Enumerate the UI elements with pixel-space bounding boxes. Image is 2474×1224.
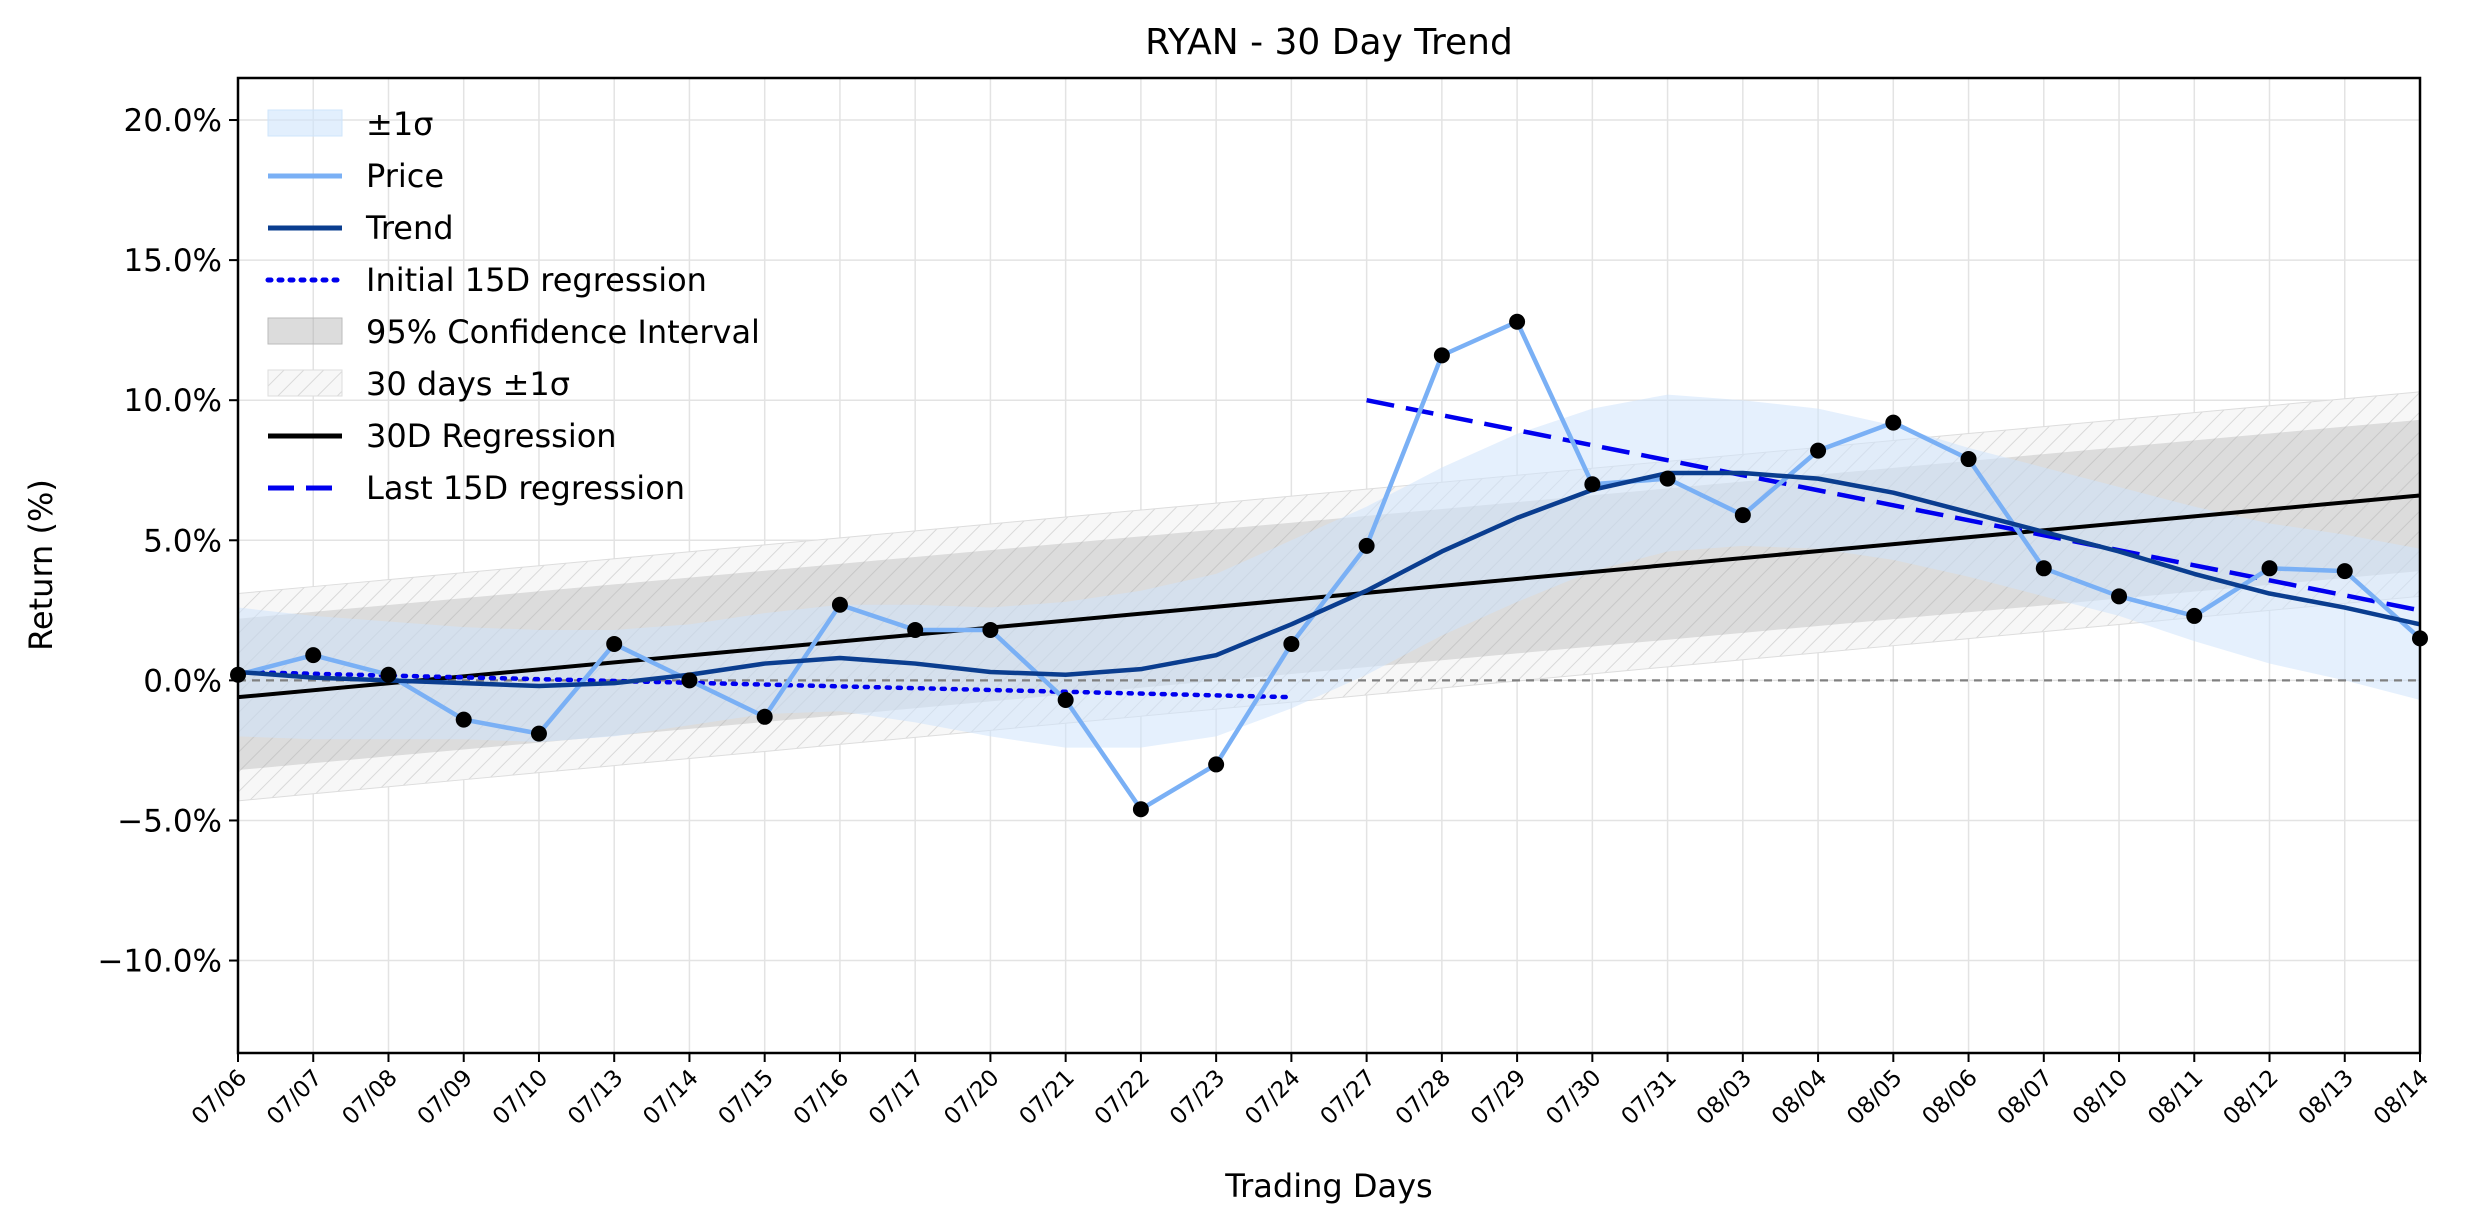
x-tick-label: 07/14 [638, 1065, 703, 1130]
trend-line [238, 470, 2420, 689]
x-tick-label: 07/31 [1617, 1065, 1682, 1130]
x-axis-label: Trading Days [1224, 1167, 1432, 1205]
price-point [2111, 588, 2128, 605]
legend-label: Price [366, 157, 444, 195]
y-axis-label: Return (%) [22, 479, 60, 651]
legend-label: ±1σ [366, 105, 433, 143]
x-tick-label: 07/07 [262, 1065, 327, 1130]
price-point [1960, 451, 1977, 468]
legend-swatch-30d-sigma [267, 369, 343, 397]
x-tick-label: 07/13 [563, 1065, 628, 1130]
price-point [1132, 801, 1149, 818]
plot-frame [236, 76, 2422, 1055]
x-tick-label: 08/03 [1692, 1065, 1757, 1130]
y-tick-label: 10.0% [124, 383, 222, 419]
price-point [1659, 470, 1676, 487]
price-point [1734, 507, 1751, 524]
price-point [606, 635, 623, 652]
legend: ±1σ Price Trend Initial 15D regression 95% C… [265, 105, 760, 507]
x-tick-label: 07/24 [1240, 1065, 1305, 1130]
price-point [1885, 414, 1902, 431]
price-point [305, 647, 322, 664]
price-point [982, 621, 999, 638]
price-point [2261, 560, 2278, 577]
legend-label: 30D Regression [366, 417, 617, 455]
band-sigma [238, 394, 2420, 748]
price-point [2186, 607, 2203, 624]
price-point [756, 708, 773, 725]
x-tick-label: 07/23 [1165, 1065, 1230, 1130]
initial-15d-regression-line [238, 669, 1294, 700]
legend-label: 30 days ±1σ [366, 365, 570, 403]
x-tick-label: 07/10 [488, 1065, 553, 1130]
x-tick-label: 07/21 [1015, 1065, 1080, 1130]
x-tick-label: 08/11 [2143, 1065, 2208, 1130]
x-tick-label: 07/20 [939, 1065, 1004, 1130]
x-tick-label: 07/28 [1391, 1065, 1456, 1130]
price-point [530, 725, 547, 742]
price-line [238, 319, 2420, 812]
y-tick-label: −10.0% [98, 944, 222, 980]
price-markers [230, 313, 2428, 818]
y-tick-label: −5.0% [117, 803, 222, 839]
x-tick-label: 07/09 [413, 1065, 478, 1130]
x-tick-label: 08/05 [1842, 1065, 1907, 1130]
x-tick-label: 08/12 [2218, 1065, 2283, 1130]
legend-label: Trend [365, 209, 454, 247]
legend-swatch-ci95 [267, 317, 343, 345]
legend-label: Initial 15D regression [366, 261, 707, 299]
x-tick-label: 07/27 [1316, 1065, 1381, 1130]
y-tick-label: 20.0% [124, 103, 222, 139]
price-point [1810, 442, 1827, 459]
y-tick-label: 15.0% [124, 243, 222, 279]
y-tick-label: 5.0% [143, 523, 222, 559]
series-lines [238, 319, 2420, 812]
y-tick-label: 0.0% [143, 663, 222, 699]
price-point [455, 711, 472, 728]
x-tick-label: 07/29 [1466, 1065, 1531, 1130]
x-tick-label: 08/06 [1918, 1065, 1983, 1130]
x-tick-label: 08/04 [1767, 1065, 1832, 1130]
x-tick-label: 07/22 [1090, 1065, 1155, 1130]
legend-label: 95% Confidence Interval [366, 313, 760, 351]
x-tick-label: 08/10 [2068, 1065, 2133, 1130]
price-point [831, 596, 848, 613]
price-point [2035, 560, 2052, 577]
price-point [1208, 756, 1225, 773]
last-15d-regression-line [1366, 397, 2420, 613]
price-point [1283, 635, 1300, 652]
x-tick-label: 08/07 [1993, 1065, 2058, 1130]
x-tick-label: 07/15 [714, 1065, 779, 1130]
price-point [1584, 476, 1601, 493]
price-point [1057, 691, 1074, 708]
price-point [1358, 537, 1375, 554]
chart-title: RYAN - 30 Day Trend [1145, 22, 1513, 63]
legend-swatch-sigma [267, 109, 343, 137]
x-tick-label: 07/30 [1541, 1065, 1606, 1130]
price-point [380, 666, 397, 683]
price-point [907, 621, 924, 638]
price-point [1509, 313, 1526, 330]
x-tick-label: 07/06 [187, 1065, 252, 1130]
price-point [681, 672, 698, 689]
x-tick-label: 07/16 [789, 1065, 854, 1130]
x-tick-label: 07/17 [864, 1065, 929, 1130]
x-tick-label: 08/13 [2294, 1065, 2359, 1130]
price-point [1433, 347, 1450, 364]
price-point [2336, 563, 2353, 580]
x-tick-label: 07/08 [337, 1065, 402, 1130]
x-tick-label: 08/14 [2369, 1065, 2434, 1130]
legend-label: Last 15D regression [366, 469, 685, 507]
